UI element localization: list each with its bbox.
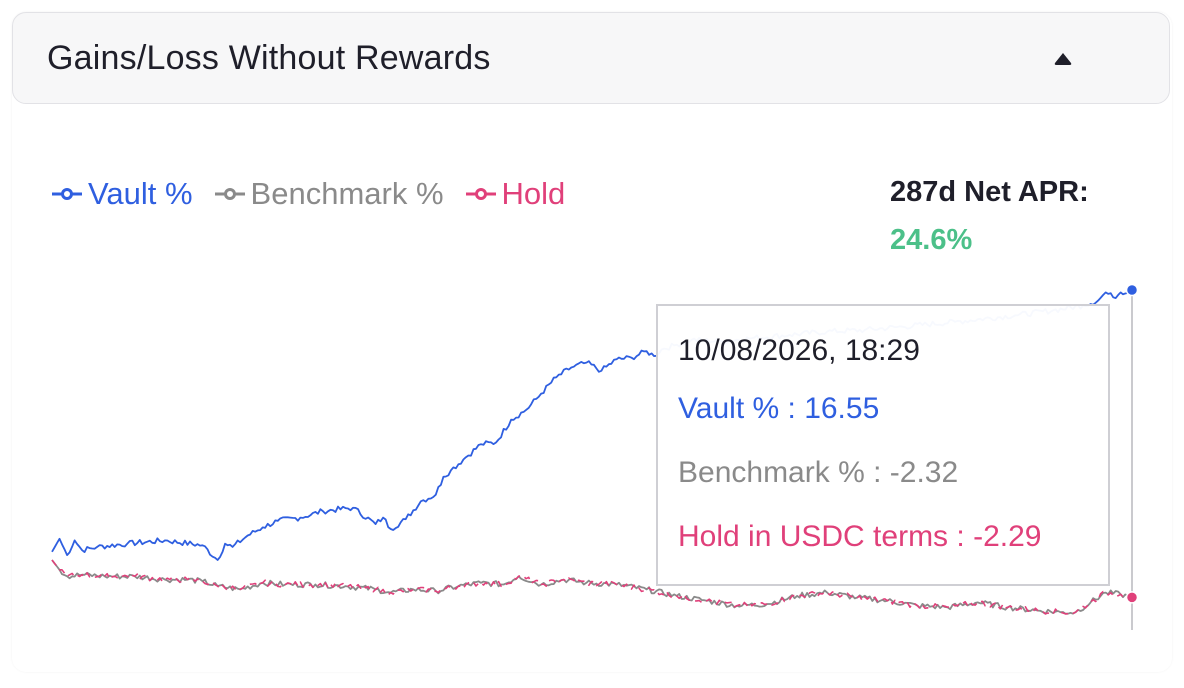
legend-item-benchmark[interactable]: Benchmark % [214,176,444,212]
endpoint-marker-hold [1125,591,1139,604]
line-marker-icon [52,188,82,200]
legend-item-hold[interactable]: Hold [465,176,566,212]
caret-up-icon[interactable] [1051,49,1075,69]
tooltip-vault-value: 16.55 [804,392,880,425]
chart-legend: Vault % Benchmark % Hold [52,174,565,214]
tooltip-benchmark-value: -2.32 [889,456,959,489]
apr-label: 287d Net APR: [890,176,1089,208]
legend-label-vault: Vault % [88,176,193,211]
tooltip-hold-value: -2.29 [973,520,1042,553]
legend-label-benchmark: Benchmark % [250,176,444,211]
line-marker-icon [214,188,245,200]
tooltip-vault-row: Vault % : 16.55 [678,392,880,425]
line-marker-icon [465,188,496,200]
tooltip-hold-row: Hold in USDC terms : -2.29 [678,520,1042,553]
tooltip-benchmark-label: Benchmark % [678,456,865,489]
legend-item-vault[interactable]: Vault % [52,176,193,212]
tooltip-vault-label: Vault % [678,392,780,425]
endpoint-marker-vault [1125,283,1139,297]
section-title: Gains/Loss Without Rewards [47,39,491,77]
chart-tooltip: 10/08/2026, 18:29 Vault % : 16.55 Benchm… [656,304,1110,586]
apr-value: 24.6% [890,224,973,256]
tooltip-datetime: 10/08/2026, 18:29 [678,334,920,367]
section-header[interactable]: Gains/Loss Without Rewards [12,12,1170,104]
legend-label-hold: Hold [501,176,566,211]
tooltip-benchmark-row: Benchmark % : -2.32 [678,456,959,489]
tooltip-hold-label: Hold in USDC terms [678,520,949,553]
series-line-hold [51,559,1133,616]
